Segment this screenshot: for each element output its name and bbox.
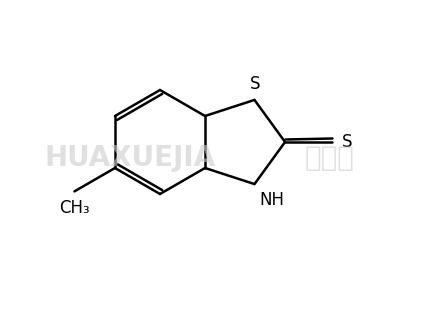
Text: S: S (342, 133, 352, 151)
Text: HUAXUEJIA: HUAXUEJIA (45, 144, 216, 172)
Text: CH₃: CH₃ (59, 199, 90, 217)
Text: NH: NH (259, 191, 285, 209)
Text: S: S (250, 75, 261, 93)
Text: 化学加: 化学加 (305, 144, 355, 172)
